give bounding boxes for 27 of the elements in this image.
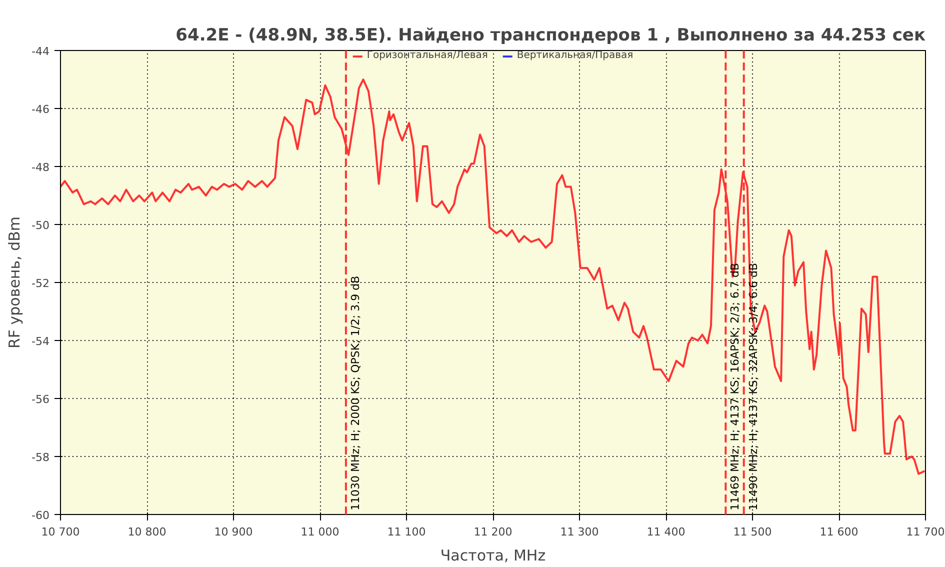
y-tick-label: -54 [32, 335, 50, 348]
x-tick-label: 11 500 [733, 526, 772, 538]
x-tick-label: 10 700 [41, 526, 80, 538]
y-tick-label: -50 [32, 219, 50, 232]
y-tick-label: -56 [32, 393, 50, 406]
x-tick-label: 10 900 [214, 526, 253, 538]
y-tick-label: -58 [32, 451, 50, 464]
x-tick-label: 11 400 [646, 526, 686, 538]
ref-line-label: 11030 MHz; H; 2000 KS; QPSK; 1/2; 3.9 dB [348, 276, 362, 510]
chart-title: 64.2E - (48.9N, 38.5E). Найдено транспондеров 1 , Выполнено за 44.253 сек [176, 26, 926, 46]
x-tick-label: 11 600 [820, 526, 858, 538]
y-tick-label: -44 [32, 45, 50, 58]
x-axis-title: Частота, MHz [440, 546, 546, 564]
y-tick-label: -52 [32, 277, 50, 290]
legend-label: Горизонтальная/Левая [366, 50, 488, 61]
legend-label: Вертикальная/Правая [516, 50, 634, 61]
x-tick-label: 11 300 [560, 526, 599, 538]
y-tick-label: -48 [32, 161, 50, 174]
ref-line-label: 11469 MHz; H; 4137 KS; 16APSK; 2/3; 6.7 dB [728, 262, 742, 510]
x-tick-label: 11 000 [300, 526, 340, 538]
y-tick-label: -46 [32, 103, 50, 116]
y-tick-label: -60 [32, 509, 50, 522]
x-tick-label: 11 100 [387, 526, 426, 538]
y-axis-title: RF уровень, dBm [6, 216, 24, 349]
x-tick-label: 10 800 [128, 526, 166, 538]
x-tick-label: 11 700 [906, 526, 945, 538]
x-tick-label: 11 200 [474, 526, 512, 538]
